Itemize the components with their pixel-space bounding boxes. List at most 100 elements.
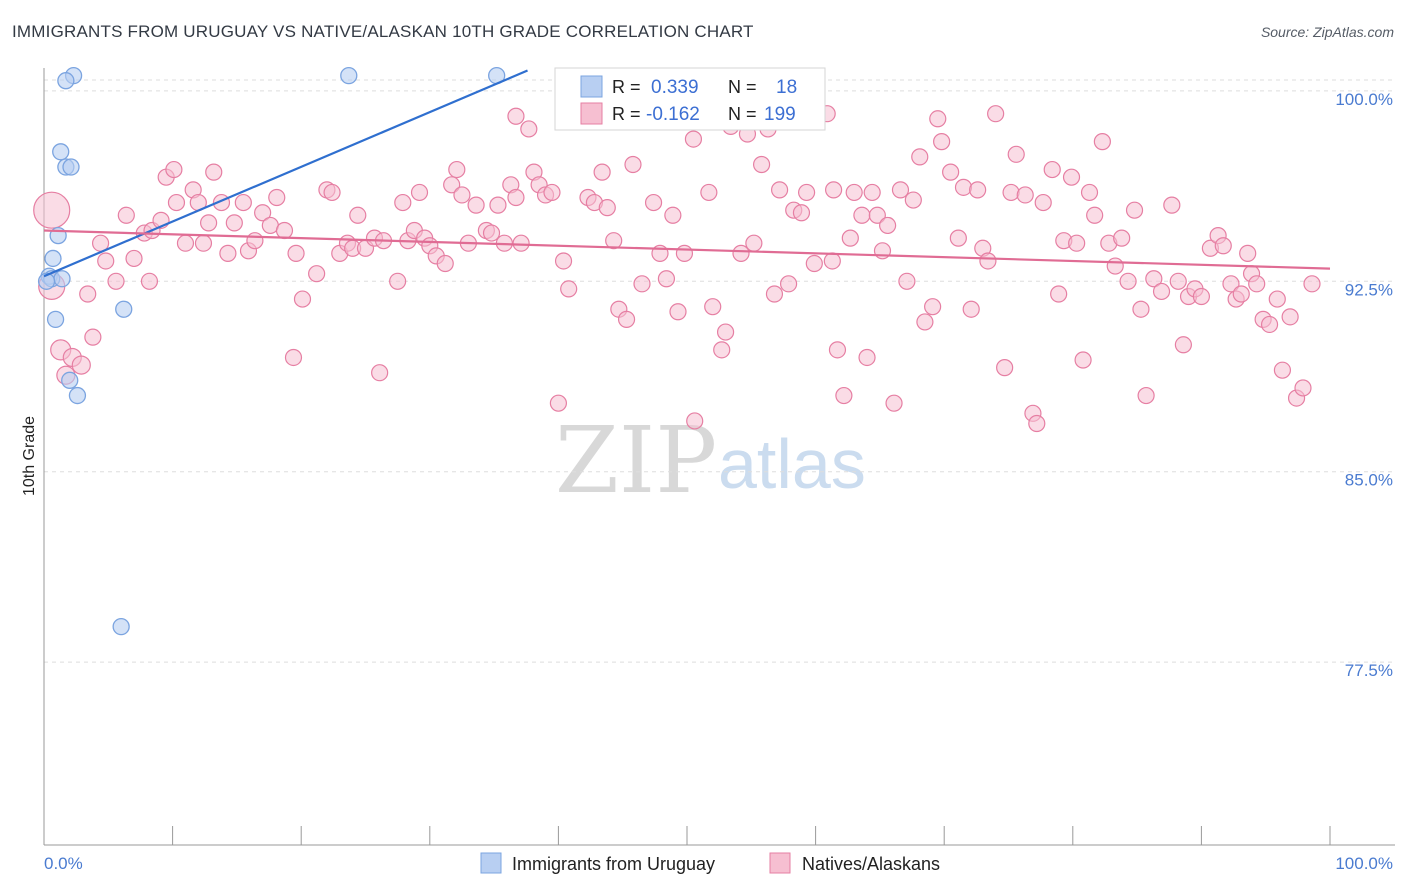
- point-natives: [713, 341, 731, 359]
- point-natives: [507, 107, 525, 125]
- point-natives: [167, 193, 186, 212]
- x-axis-ticks: [43, 826, 1331, 845]
- y-tick-label: 77.5%: [1345, 661, 1393, 680]
- point-natives: [507, 188, 525, 207]
- point-natives: [84, 328, 102, 346]
- point-natives: [904, 191, 922, 209]
- point-uruguay: [115, 300, 133, 318]
- point-natives: [1086, 206, 1104, 224]
- point-natives: [1303, 275, 1321, 293]
- point-natives: [1125, 201, 1144, 219]
- point-natives: [825, 181, 843, 199]
- point-natives: [1268, 290, 1286, 308]
- point-natives: [436, 254, 454, 273]
- point-natives: [323, 183, 341, 202]
- point-natives: [1074, 351, 1092, 369]
- point-natives: [675, 244, 694, 262]
- point-natives: [1232, 285, 1250, 303]
- point-natives: [448, 160, 466, 179]
- point-uruguay: [61, 371, 79, 389]
- point-natives: [942, 163, 960, 181]
- point-natives: [949, 229, 967, 247]
- point-natives: [664, 206, 682, 224]
- point-natives: [543, 183, 561, 202]
- series-legend: Immigrants from Uruguay Natives/Alaskans: [480, 852, 940, 874]
- point-natives: [853, 206, 871, 224]
- point-natives: [933, 133, 951, 151]
- point-natives: [125, 249, 143, 268]
- point-natives: [453, 186, 471, 204]
- point-uruguay: [112, 617, 130, 636]
- point-natives: [979, 252, 997, 270]
- point-natives: [1132, 300, 1150, 318]
- point-natives: [657, 270, 676, 288]
- point-natives: [891, 181, 910, 199]
- x-tick-label-min: 0.0%: [44, 854, 83, 873]
- bottom-legend-label-uruguay: Immigrants from Uruguay: [512, 854, 715, 874]
- point-natives: [176, 234, 195, 252]
- point-natives: [835, 386, 853, 405]
- point-natives: [805, 254, 823, 273]
- y-tick-label: 85.0%: [1345, 471, 1393, 490]
- point-natives: [633, 275, 651, 293]
- point-natives: [1152, 282, 1171, 301]
- point-natives: [394, 193, 412, 212]
- point-natives: [924, 298, 942, 316]
- point-natives: [593, 163, 611, 181]
- point-natives: [765, 285, 784, 303]
- point-natives: [1137, 386, 1155, 405]
- y-axis-label: 10th Grade: [21, 416, 38, 496]
- point-natives: [165, 160, 183, 179]
- point-natives: [1007, 145, 1025, 163]
- x-tick-label-max: 100.0%: [1335, 854, 1393, 873]
- point-natives: [1028, 414, 1046, 433]
- point-natives: [140, 272, 159, 290]
- point-natives: [284, 348, 303, 367]
- point-natives: [1093, 133, 1111, 151]
- point-natives: [1016, 186, 1034, 204]
- point-uruguay: [53, 270, 71, 288]
- stats-legend: R = 0.339 N = 18 R = -0.162 N = 199: [554, 67, 826, 131]
- point-natives: [996, 359, 1014, 377]
- bottom-legend-label-natives: Natives/Alaskans: [802, 854, 940, 874]
- point-uruguay: [68, 386, 87, 405]
- point-natives: [512, 234, 530, 252]
- point-uruguay: [46, 310, 65, 329]
- point-natives: [33, 191, 71, 229]
- point-natives: [911, 148, 929, 166]
- point-natives: [371, 364, 389, 382]
- point-natives: [841, 229, 859, 247]
- watermark-atlas: atlas: [718, 425, 866, 503]
- point-natives: [1281, 308, 1299, 326]
- point-natives: [1113, 229, 1131, 247]
- trend-line-natives: [43, 229, 1331, 270]
- point-natives: [797, 183, 816, 202]
- series-immigrants-uruguay: [37, 66, 506, 636]
- point-natives: [293, 290, 312, 308]
- point-natives: [700, 183, 718, 202]
- point-natives: [410, 183, 429, 202]
- point-natives: [1273, 361, 1292, 379]
- point-natives: [560, 280, 578, 298]
- point-natives: [1169, 272, 1187, 290]
- point-natives: [1068, 234, 1086, 252]
- point-natives: [845, 183, 863, 202]
- point-natives: [624, 155, 642, 174]
- point-natives: [194, 234, 213, 252]
- point-natives: [916, 313, 934, 331]
- point-natives: [71, 355, 91, 375]
- y-axis-tick-labels: 100.0% 92.5% 85.0% 77.5%: [1335, 90, 1393, 680]
- point-natives: [246, 232, 264, 250]
- y-tick-label: 92.5%: [1345, 280, 1393, 299]
- point-natives: [745, 234, 763, 252]
- point-natives: [1050, 285, 1068, 303]
- point-natives: [489, 196, 507, 214]
- point-natives: [1145, 270, 1163, 288]
- point-natives: [1119, 272, 1137, 290]
- point-natives: [732, 244, 750, 262]
- point-natives: [1260, 315, 1279, 334]
- point-natives: [79, 285, 97, 303]
- point-natives: [1106, 257, 1124, 275]
- point-natives: [1080, 183, 1099, 202]
- point-natives: [684, 130, 703, 148]
